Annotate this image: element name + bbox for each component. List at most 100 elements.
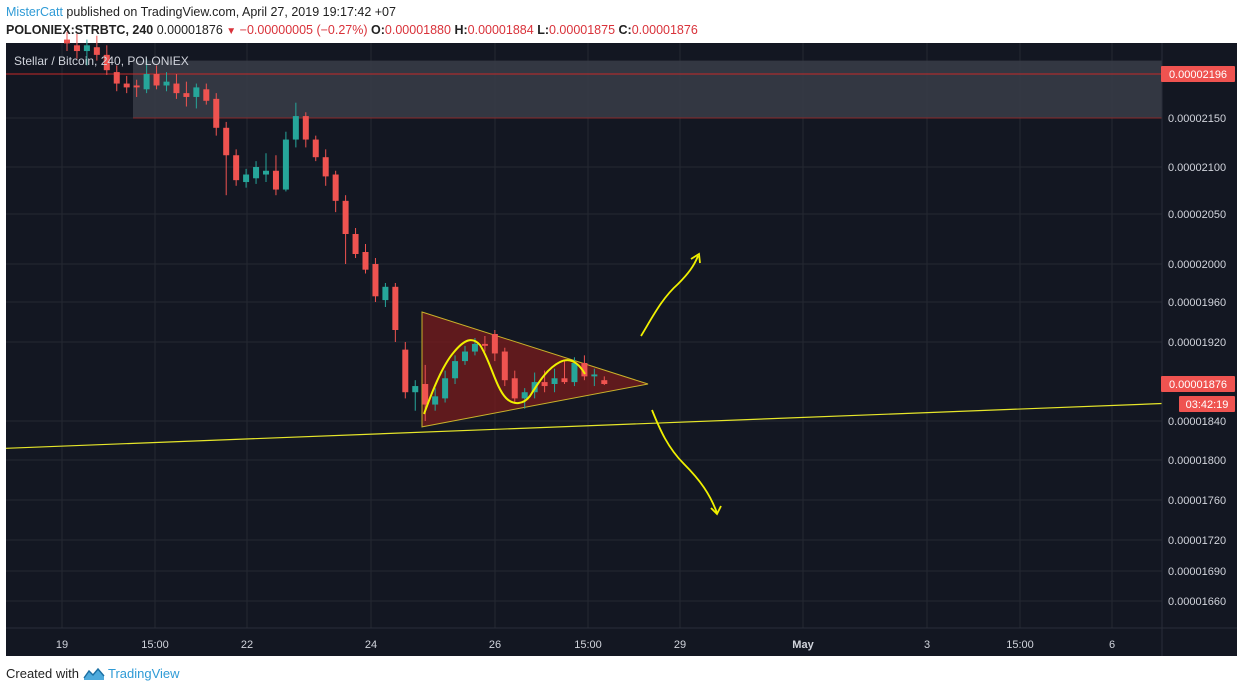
y-tick-label: 0.00002050 — [1168, 209, 1226, 221]
candle-body — [541, 382, 548, 387]
close-label: C: — [618, 23, 632, 37]
candle-body — [233, 155, 240, 181]
candle — [392, 283, 399, 342]
candle — [382, 283, 389, 307]
candle-body — [412, 386, 419, 393]
candle-body — [551, 378, 558, 384]
candle — [272, 155, 279, 196]
candle-body — [382, 286, 389, 301]
open-value: 0.00001880 — [384, 23, 451, 37]
x-tick-label: 15:00 — [574, 639, 602, 651]
candle-body — [213, 98, 220, 128]
candle — [163, 72, 170, 92]
symbol-label: POLONIEX:STRBTC, 240 — [6, 23, 154, 37]
candle — [153, 65, 160, 90]
candle — [93, 35, 100, 61]
candle-body — [471, 343, 478, 352]
candle-body — [362, 252, 369, 270]
candle-body — [462, 351, 468, 362]
price-label-text: 0.00002196 — [1169, 69, 1227, 81]
low-value: 0.00001875 — [549, 23, 616, 37]
x-tick-label: 19 — [56, 639, 68, 651]
candle — [412, 380, 419, 411]
y-tick-label: 0.00002100 — [1168, 162, 1226, 174]
candles-group — [64, 31, 608, 421]
resistance-zone — [133, 60, 1162, 118]
candle-body — [402, 349, 409, 393]
x-tick-label: 22 — [241, 639, 253, 651]
candle — [402, 342, 409, 399]
candle — [372, 258, 379, 302]
candle — [253, 161, 260, 184]
candle-body — [193, 87, 200, 97]
candle — [601, 376, 608, 386]
tradingview-link[interactable]: TradingView — [83, 666, 180, 681]
candle-body — [601, 380, 608, 384]
candle — [332, 170, 339, 213]
candle-body — [521, 392, 528, 399]
candle-body — [133, 85, 140, 88]
candle — [362, 244, 369, 274]
chart-background — [6, 43, 1237, 656]
price-labels: 0.00002196 0.00001876 03:42:19 — [1161, 66, 1235, 412]
candle — [213, 93, 220, 136]
candle-body — [143, 74, 150, 90]
candle — [113, 65, 120, 92]
candle-body — [302, 116, 309, 140]
candle — [83, 39, 90, 66]
x-tick-label: 3 — [924, 639, 930, 651]
price-label-box — [1161, 66, 1235, 82]
y-tick-label: 0.00001760 — [1168, 495, 1226, 507]
candle-body — [581, 363, 588, 377]
candle — [183, 81, 190, 107]
support-trendline — [5, 402, 1163, 449]
candle-body — [113, 72, 120, 84]
y-tick-label: 0.00001840 — [1168, 416, 1226, 428]
candle — [462, 345, 468, 365]
candle — [143, 58, 150, 94]
author-link[interactable]: MisterCatt — [6, 5, 63, 19]
candle-body — [392, 286, 399, 330]
candle-body — [571, 363, 578, 383]
candle-body — [422, 384, 429, 405]
breakdown-arrow — [651, 409, 722, 516]
candle — [243, 168, 250, 188]
candle-body — [501, 351, 508, 381]
price-label-text: 03:42:19 — [1186, 399, 1229, 411]
candle-body — [183, 93, 190, 97]
candle — [452, 355, 459, 384]
candle — [282, 131, 289, 192]
candle-body — [561, 378, 568, 383]
candle-body — [481, 343, 488, 346]
candle — [342, 195, 349, 264]
footer: Created with TradingView — [6, 666, 180, 681]
publication-header: MisterCatt published on TradingView.com,… — [6, 3, 1236, 43]
candle — [521, 388, 528, 409]
candle-body — [432, 396, 439, 405]
price-axis[interactable]: 0.00002150 0.00002100 0.00002050 0.00002000… — [1168, 113, 1226, 608]
y-tick-label: 0.00001720 — [1168, 535, 1226, 547]
candle — [312, 135, 319, 162]
candle-body — [203, 89, 210, 101]
candle — [302, 112, 309, 148]
y-tick-label: 0.00002000 — [1168, 259, 1226, 271]
high-value: 0.00001884 — [467, 23, 534, 37]
candle — [133, 79, 140, 97]
publish-info: published on TradingView.com, April 27, … — [62, 5, 396, 19]
candle-body — [452, 361, 459, 379]
candle-body — [153, 74, 160, 86]
candle-body — [352, 234, 359, 254]
candle — [203, 83, 210, 105]
candle-body — [491, 334, 498, 354]
close-value: 0.00001876 — [631, 23, 698, 37]
y-tick-label: 0.00001920 — [1168, 337, 1226, 349]
candle-body — [163, 81, 170, 86]
x-tick-label: 24 — [365, 639, 377, 651]
time-axis[interactable]: 19 15:00 22 24 26 15:00 29 May 3 15:00 6 — [56, 639, 1115, 651]
wave-sketch — [423, 339, 586, 415]
ohlc-line: POLONIEX:STRBTC, 240 0.00001876 ▼ −0.000… — [6, 23, 698, 37]
candle — [511, 370, 518, 403]
candle-body — [372, 264, 379, 297]
candle — [193, 83, 200, 109]
